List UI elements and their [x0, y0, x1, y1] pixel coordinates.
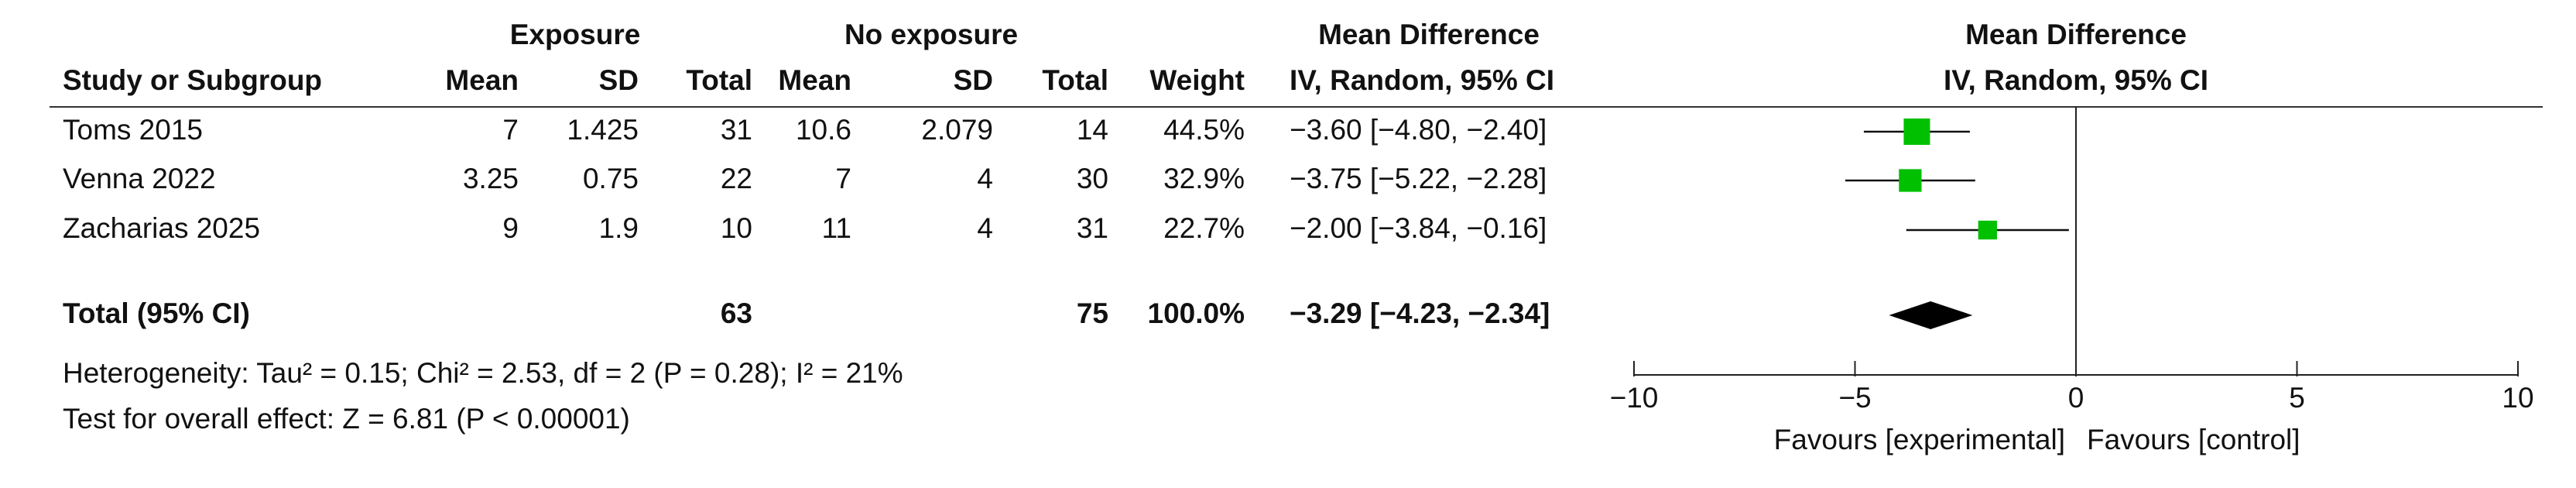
column-header: Weight	[1149, 64, 1245, 96]
column-header: Study or Subgroup	[63, 64, 322, 96]
cell-exp-sd: 1.425	[567, 114, 639, 146]
cell-ctl-sd: 2.079	[921, 114, 993, 146]
x-tick-label: −5	[1838, 382, 1871, 414]
column-header: Mean	[778, 64, 851, 96]
x-label-right: Favours [control]	[2087, 424, 2300, 455]
cell-ctl-sd: 4	[977, 163, 993, 194]
column-header: Total	[686, 64, 752, 96]
column-header: Total	[1042, 64, 1108, 96]
x-tick-label: 5	[2289, 382, 2305, 414]
x-label-left: Favours [experimental]	[1774, 424, 2065, 455]
cell-ci-label: −3.75 [−5.22, −2.28]	[1290, 163, 1547, 194]
cell-ctl-mean: 11	[822, 212, 851, 244]
cell-exp-total: 22	[721, 163, 752, 194]
cell-exp-total: 31	[721, 114, 752, 146]
cell-ci-label: −3.60 [−4.80, −2.40]	[1290, 114, 1547, 146]
cell-ctl-total: 30	[1077, 163, 1108, 194]
summary-diamond	[1889, 301, 1973, 329]
x-tick-label: 10	[2502, 382, 2533, 414]
total-weight-label: 100.0%	[1148, 297, 1245, 329]
effect-square	[1978, 220, 1997, 240]
total-ctl-total: 75	[1077, 297, 1108, 329]
group-header: Mean Difference	[1318, 19, 1540, 50]
cell-exp-sd: 1.9	[599, 212, 639, 244]
group-header: Exposure	[510, 19, 641, 50]
cell-ctl-mean: 7	[835, 163, 851, 194]
effect-square	[1903, 118, 1930, 146]
cell-exp-mean: 9	[502, 212, 519, 244]
cell-weight-label: 32.9%	[1163, 163, 1245, 194]
cell-name: Zacharias 2025	[63, 212, 260, 244]
cell-exp-sd: 0.75	[583, 163, 639, 194]
cell-ci-label: −2.00 [−3.84, −0.16]	[1290, 212, 1547, 244]
cell-exp-mean: 7	[502, 114, 519, 146]
cell-name: Toms 2015	[63, 114, 203, 146]
cell-ctl-total: 31	[1077, 212, 1108, 244]
column-header: IV, Random, 95% CI	[1290, 64, 1554, 96]
x-tick-label: −10	[1610, 382, 1659, 414]
cell-exp-mean: 3.25	[463, 163, 519, 194]
cell-ctl-sd: 4	[977, 212, 993, 244]
plot-header: Mean Difference	[1965, 19, 2187, 50]
cell-ctl-mean: 10.6	[796, 114, 851, 146]
cell-exp-total: 10	[721, 212, 752, 244]
cell-weight-label: 44.5%	[1163, 114, 1245, 146]
group-header: No exposure	[844, 19, 1018, 50]
total-ci-label: −3.29 [−4.23, −2.34]	[1290, 297, 1550, 329]
effect-square	[1899, 169, 1922, 192]
cell-ctl-total: 14	[1077, 114, 1108, 146]
column-header: SD	[599, 64, 639, 96]
total-name: Total (95% CI)	[63, 297, 250, 329]
column-header: Mean	[445, 64, 519, 96]
cell-name: Venna 2022	[63, 163, 216, 194]
x-tick-label: 0	[2068, 382, 2084, 414]
plot-header: IV, Random, 95% CI	[1944, 64, 2208, 96]
heterogeneity: Heterogeneity: Tau² = 0.15; Chi² = 2.53,…	[63, 357, 903, 389]
cell-weight-label: 22.7%	[1163, 212, 1245, 244]
total-exp-total: 63	[721, 297, 752, 329]
column-header: SD	[954, 64, 993, 96]
overall-effect: Test for overall effect: Z = 6.81 (P < 0…	[63, 403, 630, 435]
